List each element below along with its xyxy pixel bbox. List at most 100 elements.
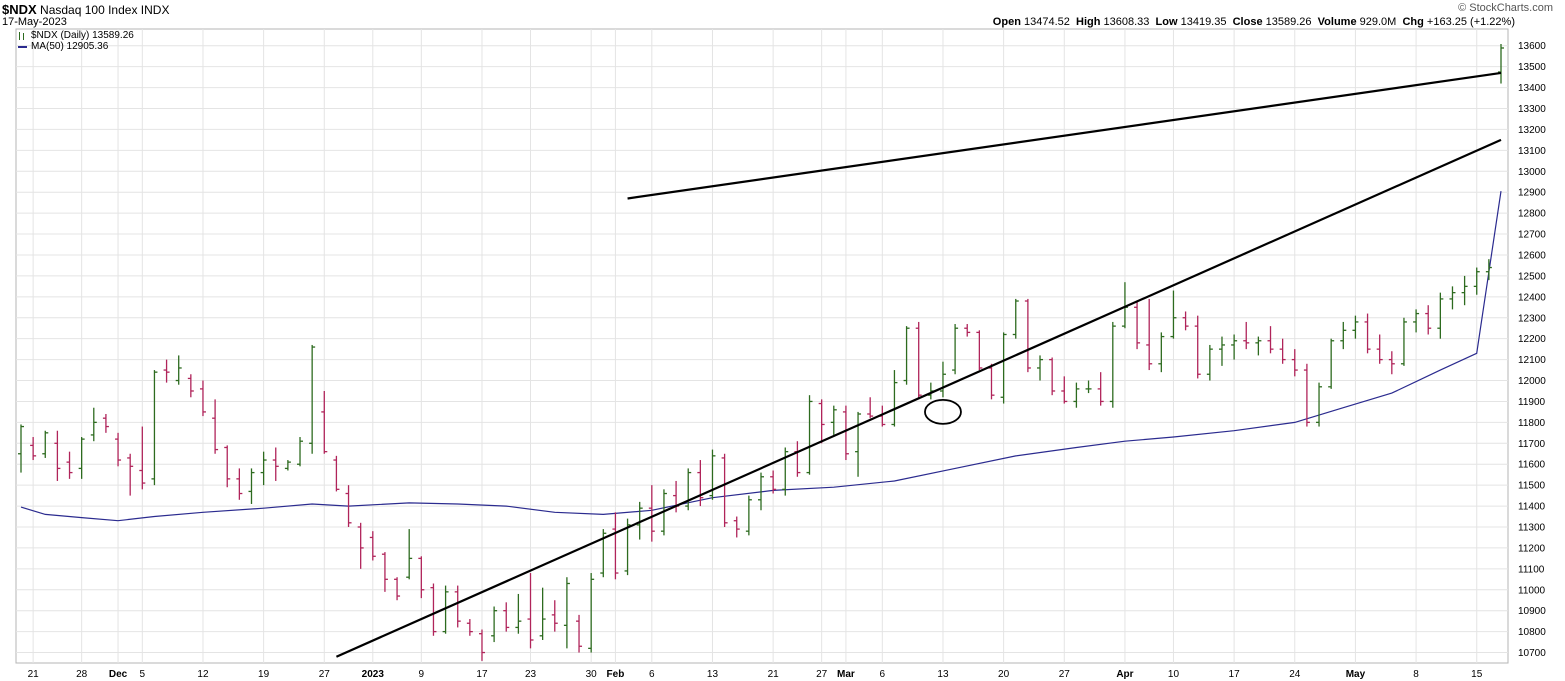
ohlc-bar (406, 529, 413, 580)
x-tick-label: 6 (649, 669, 655, 680)
ohlc-bar (903, 326, 910, 385)
ohlc-bar (782, 447, 789, 496)
x-tick-label: Mar (837, 669, 855, 680)
ohlc-bar (1340, 321, 1347, 350)
ohlc-bar (1291, 349, 1298, 377)
ohlc-bar (1473, 267, 1480, 295)
symbol-exchange: INDX (140, 3, 170, 17)
ohlc-bar (685, 468, 692, 511)
y-tick-label: 12500 (1518, 271, 1546, 282)
y-tick-label: 11100 (1518, 564, 1545, 575)
x-tick-label: 5 (140, 669, 146, 680)
ohlc-bar (818, 399, 825, 444)
ohlc-bar (212, 399, 219, 454)
ohlc-bar (199, 380, 206, 417)
x-tick-label: Feb (607, 669, 625, 680)
ohlc-bar (345, 485, 352, 527)
ohlc-bar (612, 512, 619, 580)
ohlc-bar (1061, 376, 1068, 404)
x-tick-label: 13 (937, 669, 949, 680)
x-tick-label: 21 (28, 669, 40, 680)
y-tick-label: 12800 (1518, 209, 1546, 220)
ohlc-bar (830, 405, 837, 435)
ohlc-bar (1267, 326, 1274, 354)
ohlc-bar (418, 556, 425, 599)
y-tick-label: 11300 (1518, 522, 1546, 533)
low-label: Low (1155, 16, 1178, 28)
x-tick-label: May (1346, 669, 1366, 680)
ohlc-bar (891, 370, 898, 427)
ohlc-bar (867, 397, 874, 419)
ohlc-bar (1243, 321, 1250, 350)
ohlc-bar (1085, 380, 1092, 394)
ohlc-bar (976, 330, 983, 371)
y-tick-label: 13100 (1518, 146, 1546, 157)
chart-legend: $NDX (Daily) 13589.26 MA(50) 12905.36 (18, 30, 134, 52)
y-tick-label: 12100 (1518, 355, 1546, 366)
ohlc-bar (1413, 309, 1420, 333)
ohlc-bar (709, 449, 716, 500)
ohlc-bar (236, 468, 243, 500)
ohlc-bar (90, 407, 97, 442)
annotation-circle (924, 399, 962, 425)
x-tick-label: 9 (419, 669, 425, 680)
x-tick-label: 28 (76, 669, 88, 680)
ohlc-bar (115, 432, 122, 467)
y-tick-label: 11800 (1518, 418, 1546, 429)
ohlc-bar (576, 614, 583, 653)
ohlc-bar (491, 606, 498, 643)
ohlc-bar (30, 437, 37, 461)
ohlc-bar (272, 447, 279, 481)
plot-frame (15, 28, 1509, 664)
ohlc-bar (1218, 336, 1225, 366)
ohlc-bar (539, 587, 546, 640)
x-tick-label: 2023 (362, 669, 385, 680)
ohlc-bar (321, 390, 328, 454)
ohlc-bar (527, 573, 534, 649)
ohlc-bar (478, 629, 485, 661)
y-tick-label: 12400 (1518, 292, 1546, 303)
ohlc-bar (466, 619, 473, 636)
x-tick-label: 21 (768, 669, 780, 680)
ohlc-bar (1461, 275, 1468, 306)
x-tick-label: 23 (525, 669, 537, 680)
ohlc-bar (1024, 298, 1031, 373)
ohlc-bar (939, 361, 946, 398)
x-tick-label: 17 (1229, 669, 1241, 680)
x-tick-label: 30 (586, 669, 598, 680)
y-tick-label: 11000 (1518, 585, 1546, 596)
ohlc-bar (248, 468, 255, 504)
y-tick-label: 12900 (1518, 188, 1546, 199)
ohlc-bar (54, 430, 61, 481)
ohlc-bar (78, 437, 85, 479)
x-tick-label: Dec (109, 669, 128, 680)
chart-date: 17-May-2023 (2, 16, 67, 28)
ohlc-bar (1097, 372, 1104, 406)
x-tick-label: 19 (258, 669, 270, 680)
close-value: 13589.26 (1265, 16, 1312, 28)
x-tick-label: 10 (1168, 669, 1180, 680)
symbol-name: Nasdaq 100 Index (40, 3, 138, 17)
y-tick-label: 11600 (1518, 460, 1546, 471)
y-tick-label: 13600 (1518, 41, 1546, 52)
ohlc-bar (357, 522, 364, 569)
ohlc-bar (1158, 332, 1165, 373)
stockcharts-credit[interactable]: © StockCharts.com (1458, 2, 1553, 14)
ohlc-bar (394, 577, 401, 601)
ohlc-bar (515, 593, 522, 634)
y-tick-label: 13400 (1518, 83, 1546, 94)
ohlc-bar (588, 573, 595, 653)
ohlc-bar (333, 455, 340, 492)
ohlc-bar (636, 501, 643, 540)
ohlc-bar (733, 516, 740, 538)
ohlc-bar (1109, 321, 1116, 408)
y-tick-label: 11900 (1518, 397, 1546, 408)
x-tick-label: 17 (476, 669, 488, 680)
ohlc-bar (1170, 290, 1177, 339)
chg-label: Chg (1402, 16, 1424, 28)
ohlc-bar (1364, 313, 1371, 354)
ohlc-bar (806, 395, 813, 475)
ohlc-bar (18, 424, 24, 473)
high-label: High (1076, 16, 1101, 28)
